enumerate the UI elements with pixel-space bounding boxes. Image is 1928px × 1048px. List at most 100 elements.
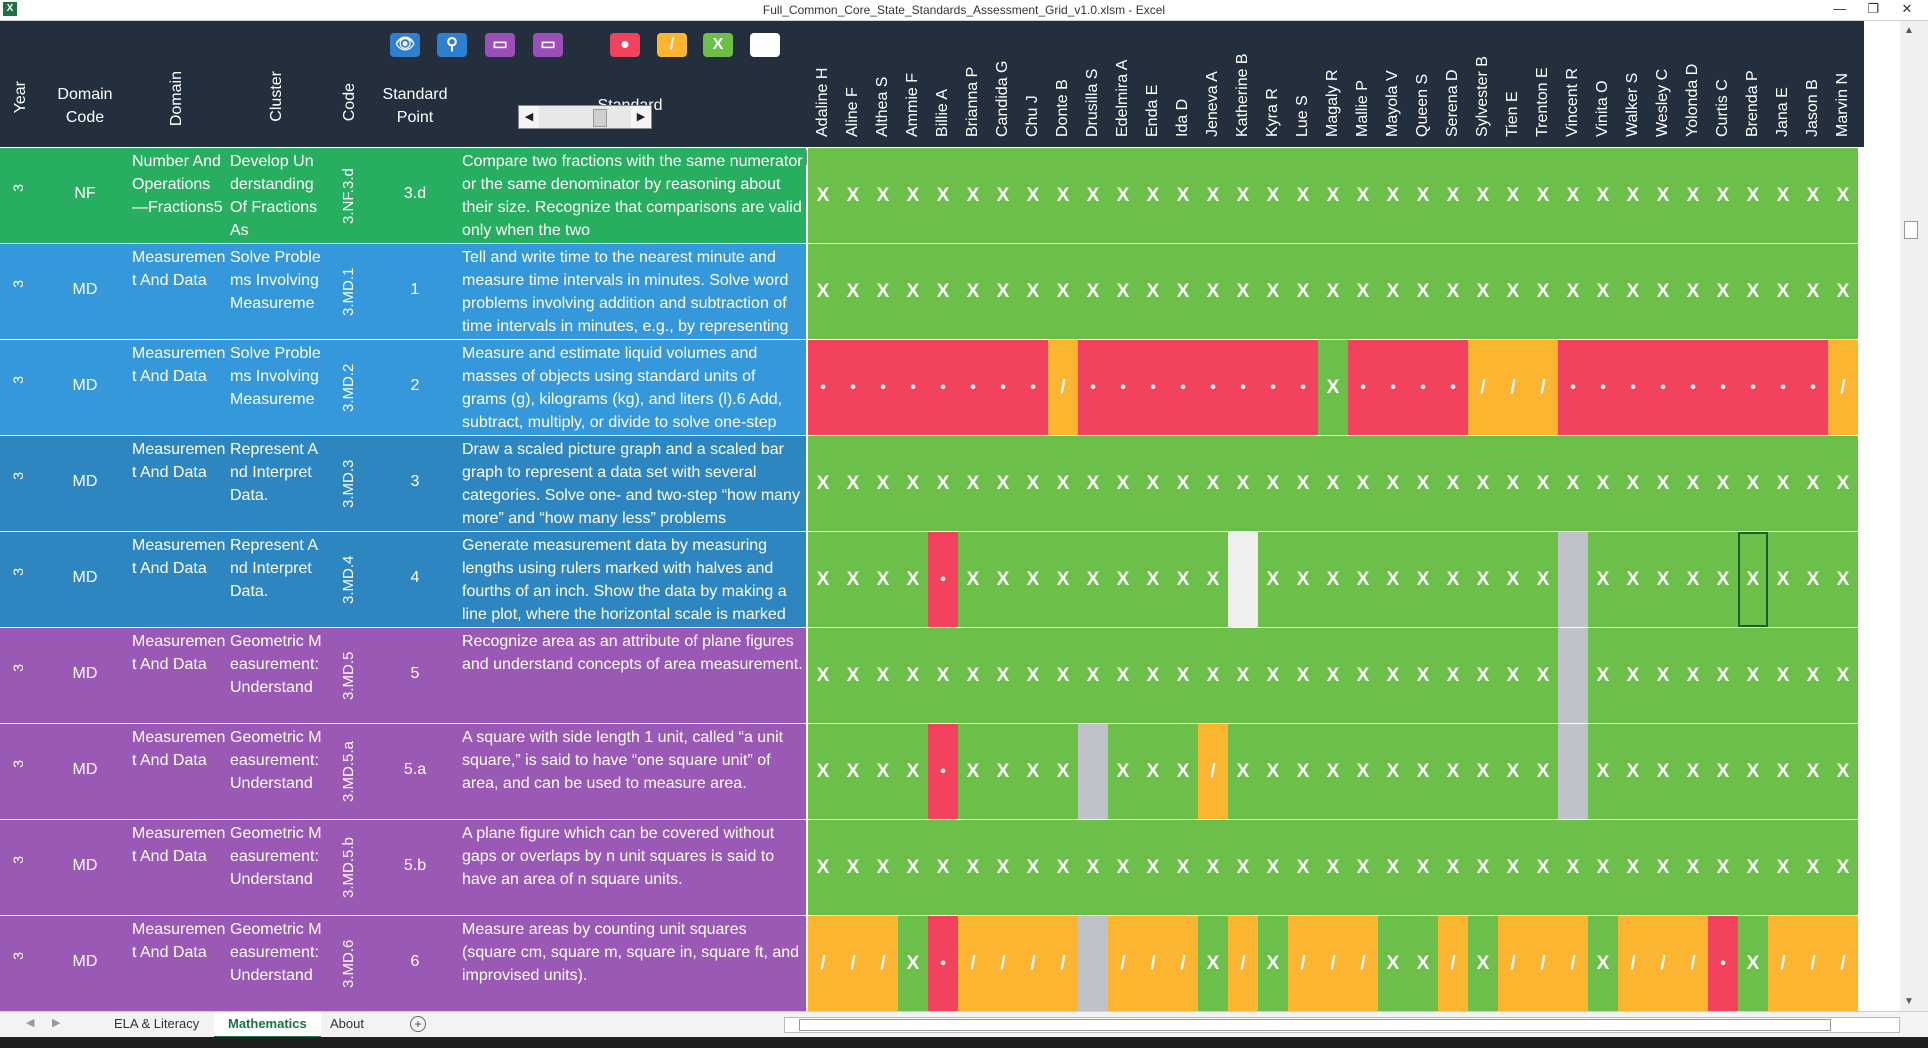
assessment-cell[interactable]: / <box>1798 916 1828 1011</box>
assessment-cell[interactable]: X <box>1018 820 1048 915</box>
assessment-cell[interactable]: X <box>1348 244 1378 339</box>
assessment-cell[interactable]: • <box>1018 340 1048 435</box>
student-header[interactable]: Enda E <box>1144 84 1161 137</box>
student-header[interactable]: Brianna P <box>964 66 981 137</box>
assessment-cell[interactable]: X <box>1468 628 1498 723</box>
assessment-cell[interactable]: X <box>1468 244 1498 339</box>
assessment-cell[interactable]: • <box>1078 340 1108 435</box>
assessment-cell[interactable]: X <box>1798 244 1828 339</box>
student-header[interactable]: Queen S <box>1414 73 1431 137</box>
assessment-cell[interactable]: X <box>1318 148 1348 243</box>
assessment-cell[interactable]: X <box>1528 148 1558 243</box>
student-header[interactable]: Jeneva A <box>1204 71 1221 137</box>
assessment-cell[interactable]: / <box>1828 340 1858 435</box>
assessment-cell[interactable]: X <box>928 244 958 339</box>
assessment-cell[interactable]: X <box>1678 436 1708 531</box>
assessment-cell[interactable]: X <box>898 820 928 915</box>
assessment-cell[interactable]: X <box>958 628 988 723</box>
assessment-cell[interactable]: X <box>1378 148 1408 243</box>
key-button[interactable]: ⚲ <box>437 33 467 57</box>
assessment-cell[interactable]: X <box>1108 724 1138 819</box>
assessment-cell[interactable]: X <box>1648 436 1678 531</box>
student-header[interactable]: Aline F <box>844 87 861 137</box>
assessment-cell[interactable]: X <box>1408 916 1438 1011</box>
assessment-cell[interactable]: X <box>1618 244 1648 339</box>
restore-button[interactable]: ❐ <box>1867 1 1880 16</box>
assessment-cell[interactable]: X <box>1468 436 1498 531</box>
assessment-cell[interactable]: X <box>1708 820 1738 915</box>
assessment-cell[interactable]: / <box>808 916 838 1011</box>
assessment-cell[interactable]: X <box>1768 148 1798 243</box>
assessment-cell[interactable]: / <box>1138 916 1168 1011</box>
assessment-cell[interactable]: X <box>1678 724 1708 819</box>
student-header[interactable]: Mayola V <box>1384 70 1401 137</box>
assessment-cell[interactable]: X <box>1618 820 1648 915</box>
assessment-cell[interactable]: X <box>868 436 898 531</box>
assessment-cell[interactable]: / <box>1528 340 1558 435</box>
assessment-cell[interactable]: X <box>958 148 988 243</box>
assessment-cell[interactable]: • <box>1558 340 1588 435</box>
assessment-cell[interactable]: X <box>1228 724 1258 819</box>
assessment-cell[interactable]: • <box>1198 340 1228 435</box>
assessment-cell[interactable]: X <box>1828 244 1858 339</box>
sheet-next-icon[interactable]: ▶ <box>52 1017 61 1029</box>
assessment-cell[interactable]: / <box>1498 340 1528 435</box>
assessment-cell[interactable]: X <box>868 724 898 819</box>
assessment-cell[interactable]: X <box>928 628 958 723</box>
assessment-cell[interactable]: X <box>1648 244 1678 339</box>
assessment-cell[interactable]: X <box>1408 532 1438 627</box>
assessment-cell[interactable]: X <box>1708 724 1738 819</box>
assessment-cell[interactable]: / <box>1558 916 1588 1011</box>
assessment-cell[interactable]: X <box>1618 628 1648 723</box>
assessment-cell[interactable]: / <box>1828 916 1858 1011</box>
assessment-cell[interactable]: X <box>1618 724 1648 819</box>
assessment-cell[interactable]: X <box>1108 628 1138 723</box>
assessment-cell[interactable]: X <box>1498 148 1528 243</box>
scroll-up-icon[interactable]: ▲ <box>1904 25 1914 36</box>
vertical-scrollbar[interactable]: ▲ ▼ <box>1900 21 1928 1011</box>
scroller-thumb[interactable] <box>593 109 607 127</box>
assessment-cell[interactable]: X <box>988 820 1018 915</box>
row-cluster[interactable]: Represent And Interpret Data. <box>230 441 319 504</box>
assessment-cell[interactable]: X <box>1618 436 1648 531</box>
assessment-cell[interactable]: X <box>958 820 988 915</box>
assessment-cell[interactable]: X <box>1798 532 1828 627</box>
row-domain-code[interactable]: MD <box>72 953 98 970</box>
assessment-cell[interactable]: X <box>1258 820 1288 915</box>
assessment-cell[interactable]: X <box>868 820 898 915</box>
assessment-cell[interactable]: X <box>838 820 868 915</box>
assessment-cell[interactable]: • <box>928 916 958 1011</box>
row-standard-text[interactable]: A plane figure which can be covered with… <box>462 825 775 888</box>
assessment-cell[interactable]: • <box>928 532 958 627</box>
assessment-cell[interactable]: X <box>1798 148 1828 243</box>
row-year[interactable]: 3 <box>10 856 26 864</box>
assessment-cell[interactable]: X <box>1378 244 1408 339</box>
assessment-cell[interactable]: X <box>1678 532 1708 627</box>
assessment-cell[interactable]: • <box>1678 340 1708 435</box>
rect-button[interactable]: ▭ <box>485 33 515 57</box>
student-header[interactable]: Billie A <box>934 88 951 137</box>
row-code[interactable]: 3.MD.5 <box>340 651 357 701</box>
student-header[interactable]: Ammie F <box>904 73 921 137</box>
assessment-cell[interactable]: X <box>988 244 1018 339</box>
assessment-cell[interactable]: X <box>1498 436 1528 531</box>
mark-dot-button[interactable]: ● <box>610 33 640 57</box>
row-standard-point[interactable]: 5 <box>410 665 420 682</box>
horizontal-scrollbar[interactable] <box>784 1017 1900 1033</box>
assessment-cell[interactable]: • <box>1228 340 1258 435</box>
assessment-cell[interactable]: X <box>1168 148 1198 243</box>
assessment-cell[interactable]: X <box>1408 820 1438 915</box>
assessment-cell[interactable]: X <box>958 724 988 819</box>
assessment-cell[interactable]: X <box>1648 820 1678 915</box>
assessment-cell[interactable]: X <box>808 244 838 339</box>
assessment-cell[interactable]: X <box>988 436 1018 531</box>
assessment-cell[interactable] <box>1228 532 1258 627</box>
assessment-cell[interactable]: X <box>1228 436 1258 531</box>
assessment-cell[interactable]: • <box>1378 340 1408 435</box>
assessment-cell[interactable] <box>1078 916 1108 1011</box>
assessment-cell[interactable]: X <box>1318 532 1348 627</box>
assessment-cell[interactable]: X <box>1828 148 1858 243</box>
assessment-cell[interactable]: X <box>1618 532 1648 627</box>
mark-blank-button[interactable] <box>750 33 780 57</box>
row-domain-code[interactable]: MD <box>72 473 98 490</box>
